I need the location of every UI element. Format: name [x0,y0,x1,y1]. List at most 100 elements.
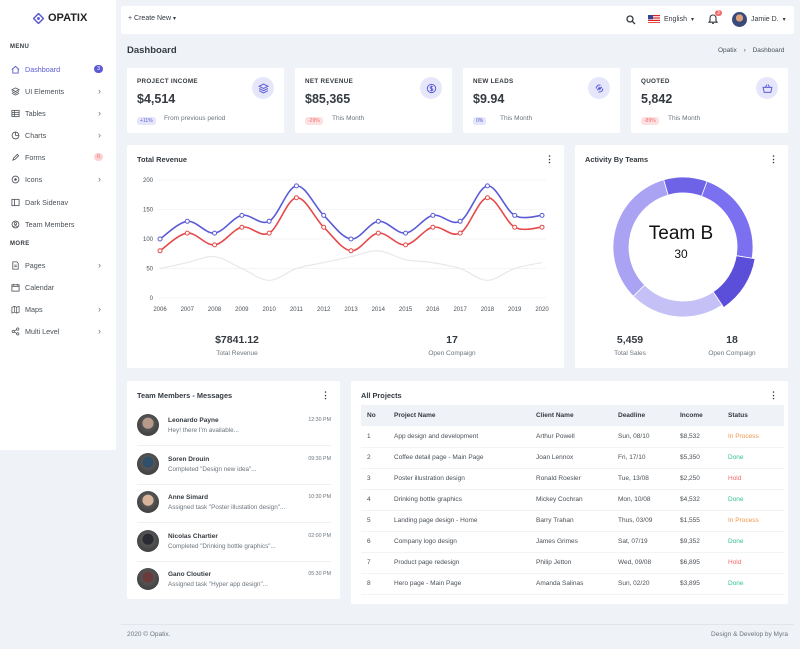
stat-note: This Month [332,115,365,122]
sidebar-item-forms[interactable]: Forms 6 [0,148,116,166]
projects-table: No Project Name Client Name Deadline Income S… [361,405,784,595]
data-point [512,224,518,230]
user-menu[interactable]: Jamie D. ▾ [732,12,786,27]
table-cell: 6 [361,531,388,553]
breadcrumb-item[interactable]: Opatix [718,47,737,54]
y-tick-label: 150 [143,208,154,214]
activity-donut [612,176,755,318]
language-selector[interactable]: English ▾ [648,15,694,23]
brand-logo[interactable]: OPATIX [33,12,87,24]
donut-slice [663,176,708,197]
x-tick-label: 2007 [181,307,195,313]
stat-badge: -29% [305,117,323,125]
divider [137,560,331,562]
message-text: Completed "Drinking bottle graphics"... [168,542,276,550]
sidebar-item-calendar[interactable]: Calendar [0,278,116,296]
menu-section-title: MENU [10,44,30,50]
divider [137,445,331,446]
revenue-title: Total Revenue [137,155,187,164]
table-row[interactable]: 5 Landing page design - Home Barry Trahan T… [361,510,784,532]
message-sender: Leonardo Payne [168,417,219,424]
bell-icon [707,14,719,24]
sidebar-item-tables[interactable]: Tables › [0,104,116,122]
list-item[interactable]: Soren Drouin Completed "Design new idea".… [137,451,331,489]
stat-title: NET REVENUE [305,78,354,85]
chevron-right-icon: › [98,108,101,118]
stat-badge: -89% [641,117,659,125]
sidebar-item-dashboard[interactable]: Dashboard 3 [0,60,116,78]
x-tick-label: 2018 [481,307,495,313]
table-cell: $1,555 [674,510,722,532]
chevron-down-icon: ▾ [172,16,176,22]
sidebar-item-label: Multi Level [25,326,60,336]
create-new-button[interactable]: + Create New ▾ [128,15,176,22]
stat-icon [588,77,610,99]
list-item[interactable]: Nicolas Chartier Completed "Drinking bott… [137,528,331,566]
footer-divider [121,624,794,625]
sidebar-item-charts[interactable]: Charts › [0,126,116,144]
table-row[interactable]: 3 Poster illustration design Ronald Roesle… [361,468,784,490]
more-vertical-icon[interactable]: ⋮ [769,154,778,164]
stat-value: $85,365 [305,92,351,106]
data-point [430,212,436,218]
sidebar-item-maps[interactable]: Maps › [0,300,116,318]
table-cell: Mickey Cochran [530,489,612,511]
table-cell: Landing page design - Home [388,510,530,532]
data-point [484,183,490,189]
chart-icon [11,131,20,139]
stat-icon [420,77,442,99]
projects-title: All Projects [361,391,402,400]
search-icon[interactable] [626,15,636,25]
chevron-down-icon: ▾ [782,17,786,23]
sidebar-item-team-members[interactable]: Team Members [0,215,116,233]
series-line-2 [159,250,543,281]
chevron-right-icon: › [98,304,101,314]
more-vertical-icon[interactable]: ⋮ [545,154,554,164]
data-point [375,230,381,236]
notification-button[interactable]: 3 [707,10,722,27]
list-item[interactable]: Leonardo Payne Hey! there I'm available..… [137,412,331,450]
message-time: 02:00 PM [308,532,331,539]
sidebar-item-multi-level[interactable]: Multi Level › [0,322,116,340]
activity-label-2: Open Compaign [708,350,756,357]
sidebar: OPATIX MENU Dashboard 3 UI Elements › Tables… [0,0,116,450]
table-row[interactable]: 7 Product page redesign Philip Jetton Wed, … [361,552,784,574]
sidebar-item-label: Icons [25,174,43,184]
x-tick-label: 2017 [453,307,467,313]
more-vertical-icon[interactable]: ⋮ [769,390,778,400]
stat-icon [756,77,778,99]
sidebar-item-label: Tables [25,108,46,118]
sidebar-item-pages[interactable]: Pages › [0,256,116,274]
column-header: Project Name [388,405,530,426]
form-icon-wrap [11,153,20,162]
table-row[interactable]: 4 Drinking bottle graphics Mickey Cochran M… [361,489,784,511]
table-cell: Philip Jetton [530,552,612,574]
list-item[interactable]: Gano Cloutier Assigned task "Hyper app de… [137,566,331,599]
sidebar-item-icons[interactable]: Icons › [0,170,116,188]
sidebar-item-ui-elements[interactable]: UI Elements › [0,82,116,100]
table-row[interactable]: 8 Hero page - Main Page Amanda Salinas Sun,… [361,573,784,595]
stat-title: PROJECT INCOME [137,78,198,85]
list-item[interactable]: Anne Simard Assigned task "Poster illusta… [137,489,331,527]
table-cell: 4 [361,489,388,511]
chevron-right-icon: › [98,326,101,336]
sidebar-item-dark-sidenav[interactable]: Dark Sidenav [0,193,116,211]
layers-icon [257,83,269,93]
table-row[interactable]: 1 App design and development Arthur Powell… [361,426,784,448]
message-time: 09:30 PM [308,455,331,462]
sidebar-item-label: Dashboard [25,64,61,74]
dollar-icon [426,83,436,93]
column-header: Status [722,405,784,426]
share-icon [11,327,20,335]
status-badge: Done [722,489,784,511]
revenue-label-1: Total Revenue [216,350,258,357]
table-row[interactable]: 6 Company logo design James Grimes Sat, 07/… [361,531,784,553]
table-cell: $8,532 [674,426,722,448]
team-count: 30 [674,247,688,261]
data-point [403,242,409,248]
more-vertical-icon[interactable]: ⋮ [321,390,330,400]
table-cell: Barry Trahan [530,510,612,532]
layers-icon-wrap [11,86,20,96]
table-row[interactable]: 2 Coffee detail page - Main Page Joan Lenn… [361,447,784,469]
topbar: + Create New ▾ English ▾ 3 Jamie D. ▾ [121,6,794,34]
